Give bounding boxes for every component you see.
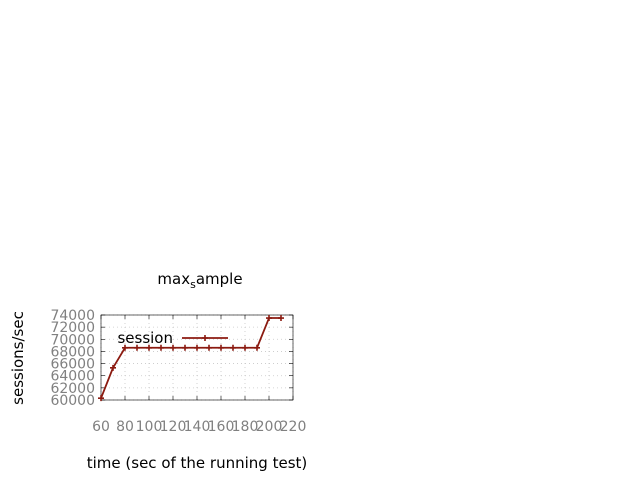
x-tick-label: 80 <box>116 419 134 435</box>
data-point-session <box>122 344 128 351</box>
x-tick-label: 100 <box>136 419 163 435</box>
chart-title: maxsample <box>157 270 242 291</box>
data-point-session <box>110 364 116 371</box>
data-point-session <box>98 395 104 402</box>
y-tick-label: 64000 <box>50 369 95 385</box>
x-axis-label: time (sec of the running test) <box>87 454 308 472</box>
x-tick-label: 140 <box>184 419 211 435</box>
legend-marker-point <box>202 335 208 341</box>
chart-title-rest: ample <box>196 270 243 288</box>
data-point-session <box>158 344 164 351</box>
axis-ticks: 6000062000640006600068000700007200074000… <box>50 308 306 435</box>
y-tick-label: 70000 <box>50 332 95 348</box>
data-point-session <box>134 344 140 351</box>
chart-title-main: max <box>157 270 190 288</box>
legend-label-session: session <box>117 329 173 347</box>
data-point-session <box>194 344 200 351</box>
y-tick-label: 60000 <box>50 393 95 409</box>
data-point-session <box>278 315 284 322</box>
y-tick-label: 66000 <box>50 357 95 373</box>
data-point-session <box>206 344 212 351</box>
data-point-session <box>230 344 236 351</box>
data-point-session <box>266 315 272 322</box>
chart-title-subscript: s <box>190 278 196 291</box>
data-point-session <box>218 344 224 351</box>
y-axis-label: sessions/sec <box>9 311 27 405</box>
legend: session <box>117 329 228 347</box>
x-tick-label: 120 <box>160 419 187 435</box>
y-tick-label: 62000 <box>50 381 95 397</box>
data-point-session <box>182 344 188 351</box>
y-tick-label: 72000 <box>50 320 95 336</box>
data-point-session <box>146 344 152 351</box>
x-tick-label: 60 <box>92 419 110 435</box>
x-tick-label: 180 <box>232 419 259 435</box>
data-point-session <box>170 344 176 351</box>
x-tick-label: 200 <box>256 419 283 435</box>
data-point-session <box>242 344 248 351</box>
y-tick-label: 68000 <box>50 344 95 360</box>
series-group <box>98 315 284 402</box>
legend-marker-session <box>202 335 208 341</box>
data-point-session <box>254 344 260 351</box>
series-line-session <box>100 317 281 399</box>
y-tick-label: 74000 <box>50 308 95 324</box>
x-tick-label: 220 <box>280 419 307 435</box>
x-tick-label: 160 <box>208 419 235 435</box>
